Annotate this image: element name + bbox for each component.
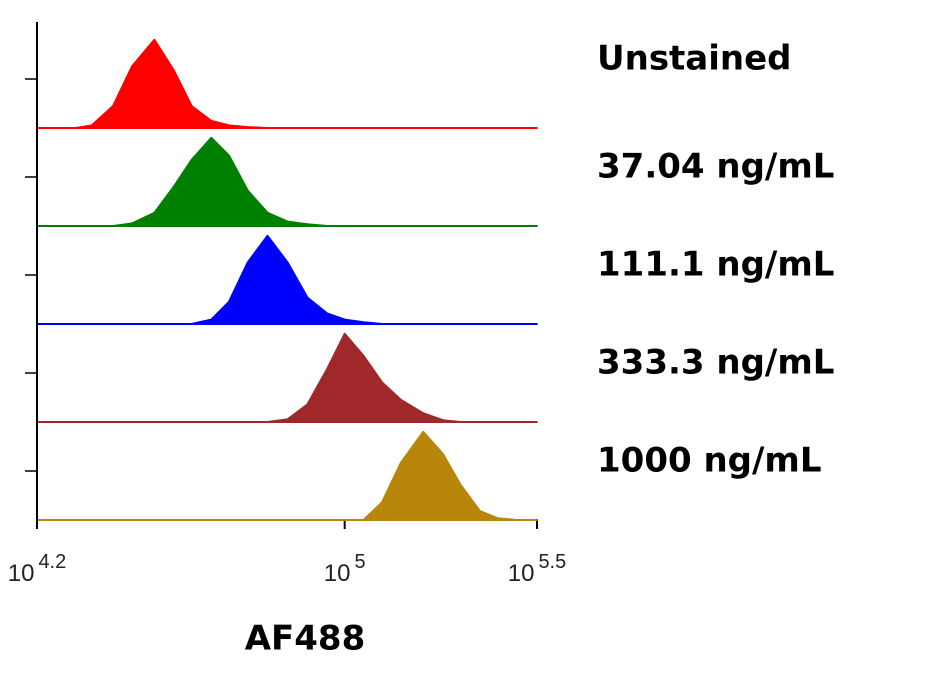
histogram-area — [37, 430, 538, 521]
legend-label: 37.04 ng/mL — [597, 146, 834, 186]
histogram-area — [37, 136, 538, 227]
x-tick-label: 10 5.5 — [508, 551, 567, 587]
legend-label: Unstained — [597, 38, 792, 78]
x-tick-label: 10 4.2 — [8, 551, 67, 587]
x-axis-label: AF488 — [245, 619, 366, 659]
histogram-area — [37, 332, 538, 423]
legend-label: 111.1 ng/mL — [597, 244, 834, 284]
x-tick-label: 10 5 — [324, 551, 366, 587]
histogram-area — [37, 234, 538, 325]
legend-label: 333.3 ng/mL — [597, 342, 834, 382]
histogram-area — [37, 38, 538, 129]
legend-label: 1000 ng/mL — [597, 440, 822, 480]
